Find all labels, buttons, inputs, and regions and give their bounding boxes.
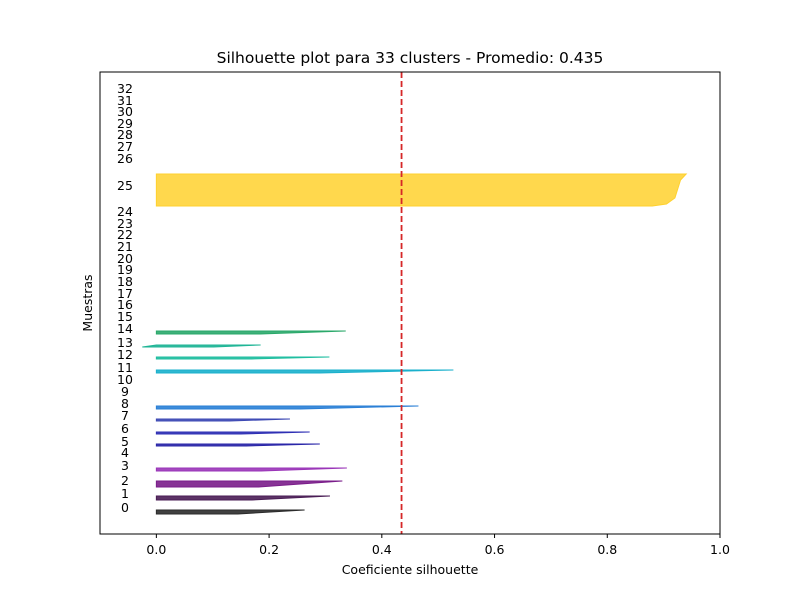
silhouette-band-6 <box>155 431 310 435</box>
cluster-labels: 0123456789101112131415161718192021222324… <box>117 81 133 515</box>
cluster-label-25: 25 <box>117 178 133 193</box>
cluster-label-2: 2 <box>121 473 129 488</box>
silhouette-band-14 <box>155 330 346 335</box>
cluster-label-22: 22 <box>117 227 133 242</box>
cluster-label-5: 5 <box>121 434 129 449</box>
x-tick-label: 1.0 <box>710 542 730 557</box>
cluster-label-29: 29 <box>117 116 133 131</box>
silhouette-band-0 <box>155 509 305 515</box>
x-tick-label: 0.6 <box>485 542 505 557</box>
silhouette-band-25 <box>155 173 688 207</box>
cluster-label-12: 12 <box>117 347 133 362</box>
cluster-label-24: 24 <box>117 204 133 219</box>
cluster-label-8: 8 <box>121 396 129 411</box>
silhouette-band-12 <box>155 356 330 360</box>
cluster-label-13: 13 <box>117 335 133 350</box>
silhouette-band-3 <box>155 467 347 472</box>
silhouette-band-2 <box>155 480 343 488</box>
cluster-label-4: 4 <box>121 445 129 460</box>
silhouette-band-8 <box>155 405 419 410</box>
cluster-label-14: 14 <box>117 321 133 336</box>
plot-frame <box>99 71 721 535</box>
cluster-label-1: 1 <box>121 486 129 501</box>
plot-area <box>142 72 688 534</box>
silhouette-band-5 <box>155 443 320 447</box>
x-tick-label: 0.2 <box>259 542 279 557</box>
cluster-label-31: 31 <box>117 93 133 108</box>
cluster-label-16: 16 <box>117 297 133 312</box>
cluster-label-23: 23 <box>117 216 133 231</box>
cluster-label-9: 9 <box>121 384 129 399</box>
cluster-label-6: 6 <box>121 421 129 436</box>
cluster-label-32: 32 <box>117 81 133 96</box>
cluster-label-30: 30 <box>117 104 133 119</box>
cluster-label-27: 27 <box>117 139 133 154</box>
silhouette-band-10 <box>155 369 454 374</box>
cluster-label-21: 21 <box>117 239 133 254</box>
cluster-label-26: 26 <box>117 151 133 166</box>
cluster-label-0: 0 <box>121 500 129 515</box>
cluster-label-19: 19 <box>117 262 133 277</box>
x-axis-ticks: 0.0 0.2 0.4 0.6 0.8 1.0 <box>146 534 730 557</box>
cluster-label-18: 18 <box>117 274 133 289</box>
silhouette-band-7 <box>155 418 290 422</box>
cluster-label-20: 20 <box>117 251 133 266</box>
x-tick-label: 0.4 <box>372 542 392 557</box>
chart-title: Silhouette plot para 33 clusters - Prome… <box>217 49 604 67</box>
x-axis-label: Coeficiente silhouette <box>342 562 479 577</box>
silhouette-band-1 <box>155 495 330 501</box>
cluster-label-10: 10 <box>117 372 133 387</box>
y-axis-label: Muestras <box>80 274 95 331</box>
cluster-label-3: 3 <box>121 458 129 473</box>
x-tick-label: 0.0 <box>146 542 166 557</box>
cluster-label-7: 7 <box>121 408 129 423</box>
cluster-label-17: 17 <box>117 286 133 301</box>
cluster-label-15: 15 <box>117 309 133 324</box>
cluster-label-11: 11 <box>117 360 133 375</box>
x-tick-label: 0.8 <box>597 542 617 557</box>
cluster-label-28: 28 <box>117 127 133 142</box>
silhouette-band-13 <box>142 344 261 348</box>
